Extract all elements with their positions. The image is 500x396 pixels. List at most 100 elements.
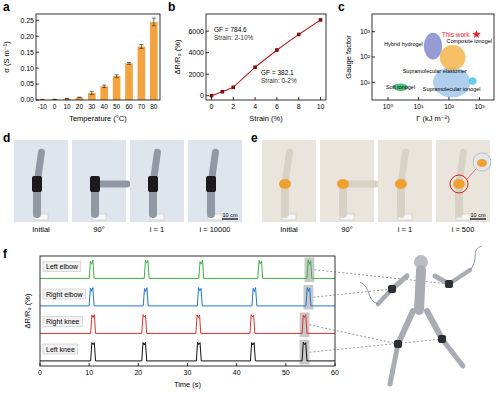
y-tick	[36, 100, 39, 101]
y-tick-label: 0.00	[20, 96, 34, 103]
photo-label: 90°	[341, 225, 352, 234]
photo-panel: dInitial90°i = 1i = 1000010 cm	[3, 131, 242, 234]
panel-a: -10010203040506070800.000.050.100.150.20…	[2, 0, 160, 123]
y-tick-label: 10³	[360, 28, 371, 35]
y-axis-label: σ (S m⁻¹)	[2, 41, 11, 73]
region-label: Supramolecular ionogel	[423, 86, 481, 92]
y-tick-label: 2000	[188, 71, 204, 78]
photo-label: Initial	[280, 225, 298, 234]
marker	[210, 94, 214, 98]
y-tick-label: 10²	[360, 53, 371, 60]
zoom-circle	[450, 175, 468, 193]
line	[211, 20, 320, 96]
point	[472, 30, 481, 38]
x-tick-label: 10	[85, 369, 93, 376]
legend-label: Right knee	[46, 318, 80, 326]
y-tick-label: 0.25	[20, 17, 34, 24]
y-tick	[206, 31, 209, 32]
zoom-leader	[467, 169, 476, 179]
x-tick	[236, 363, 237, 366]
error-cap	[102, 85, 106, 86]
bar	[113, 76, 121, 100]
x-tick	[211, 97, 212, 100]
error-line	[153, 18, 154, 26]
error-line	[104, 85, 105, 88]
panel-label: c	[338, 0, 345, 14]
x-tick-label: -10	[37, 103, 47, 110]
error-cap	[127, 62, 131, 63]
x-tick-label: 8	[297, 103, 301, 110]
sensor	[148, 176, 158, 192]
x-tick-label: 40	[101, 103, 109, 110]
limb	[419, 270, 421, 310]
limb	[427, 311, 442, 339]
sensor	[453, 179, 465, 189]
region-label: Supramolecular elastomer	[403, 68, 467, 74]
y-tick-label: 0.10	[20, 65, 34, 72]
leader	[309, 325, 398, 344]
error-bar	[115, 75, 119, 78]
y-tick	[206, 74, 209, 75]
panel-label: a	[3, 0, 10, 14]
marker	[231, 86, 235, 90]
x-tick-label: 70	[138, 103, 146, 110]
error-bar	[65, 98, 69, 100]
x-tick-label: 60	[331, 369, 339, 376]
leader	[314, 270, 449, 284]
legend-label: Right elbow	[46, 291, 84, 299]
y-tick	[372, 31, 375, 32]
x-axis-label: Strain (%)	[249, 114, 283, 123]
region-label: Hybrid hydrogel	[384, 41, 423, 47]
x-tick-label: 2	[231, 103, 235, 110]
x-tick	[233, 97, 234, 100]
y-tick-label: 0	[200, 92, 204, 99]
sensor	[388, 285, 396, 293]
bar	[138, 46, 146, 100]
x-tick	[448, 97, 449, 100]
panel-label: e	[251, 131, 258, 145]
photo-label: Initial	[32, 225, 50, 234]
panel-f: Left elbowRight elbowRight kneeLeft knee…	[3, 247, 339, 389]
photo	[378, 140, 432, 222]
photo	[320, 140, 374, 222]
scale-bar	[222, 218, 238, 219]
scale-bar	[470, 218, 486, 219]
error-cap	[90, 91, 94, 92]
marker	[221, 90, 225, 94]
error-cap	[102, 87, 106, 88]
leaders	[309, 270, 449, 353]
x-tick	[255, 97, 256, 100]
x-tick	[320, 97, 321, 100]
x-tick-label: 0	[53, 103, 57, 110]
annotation: Strain: 0-2%	[261, 77, 297, 84]
x-tick-label: 10⁰	[383, 103, 394, 110]
photo-panel: eInitial90°i = 1i = 50010 cm	[251, 131, 491, 234]
marker	[253, 65, 257, 69]
y-tick	[206, 95, 209, 96]
region	[440, 45, 466, 70]
plot-frame	[372, 14, 494, 100]
photo	[262, 140, 316, 222]
sensor	[337, 179, 349, 189]
x-axis-label: Temperature (°C)	[69, 114, 127, 123]
error-bar	[139, 45, 143, 49]
zoom-sensor	[477, 159, 487, 167]
leader	[313, 289, 392, 297]
error-cap	[139, 44, 143, 45]
y-tick-label: 0.20	[20, 33, 34, 40]
x-tick-label: 10¹	[413, 103, 424, 110]
series-label: This work	[442, 31, 471, 38]
panel-label: f	[3, 247, 8, 261]
x-tick-label: 50	[282, 369, 290, 376]
x-tick-label: 60	[125, 103, 133, 110]
x-tick-label: 10²	[444, 103, 455, 110]
plot-frame	[206, 14, 326, 100]
plot-frame	[36, 14, 160, 100]
x-tick-label: 4	[253, 103, 257, 110]
photo-label: i = 1	[150, 225, 164, 234]
y-tick-label: 0.05	[20, 80, 34, 87]
y-tick	[36, 20, 39, 21]
x-tick-label: 30	[88, 103, 96, 110]
scale-bar-label: 10 cm	[223, 212, 238, 218]
marker	[275, 48, 279, 52]
